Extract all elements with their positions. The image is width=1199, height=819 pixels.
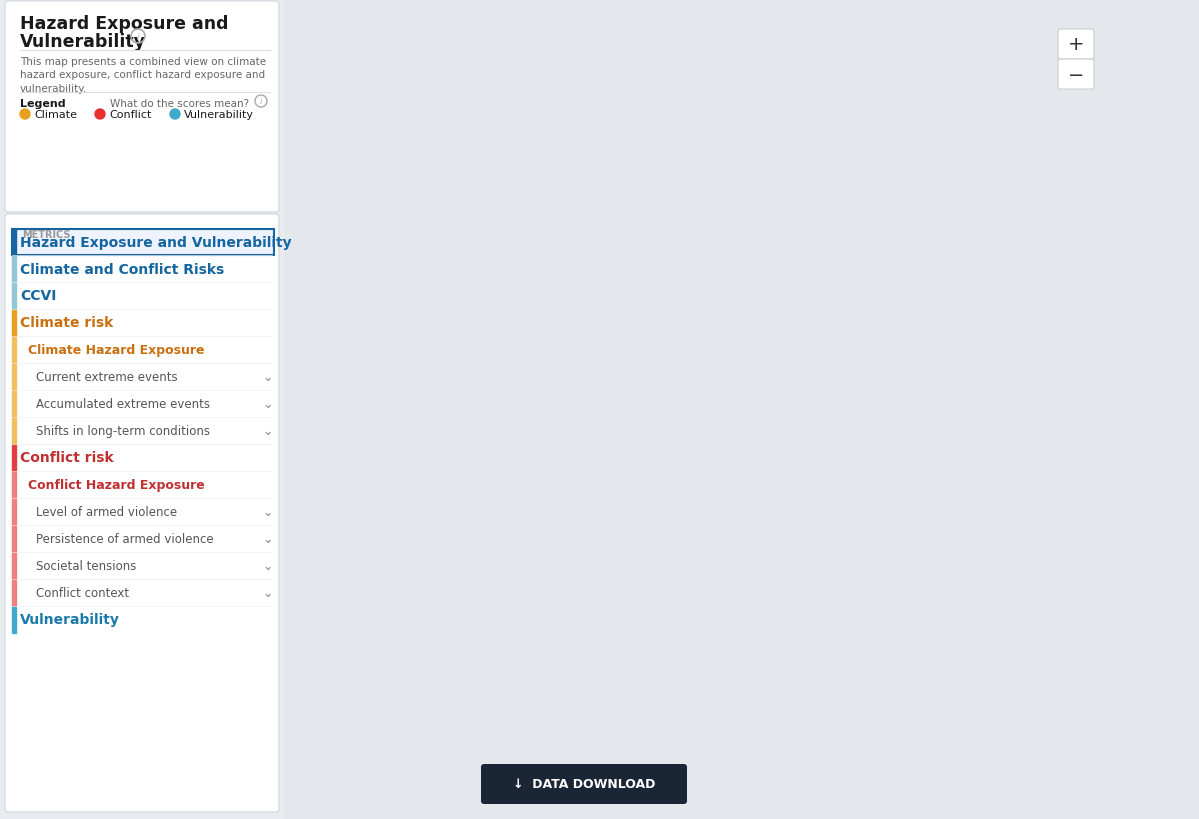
Text: Climate risk: Climate risk bbox=[20, 316, 113, 330]
Text: Shifts in long-term conditions: Shifts in long-term conditions bbox=[36, 424, 210, 437]
Text: i: i bbox=[137, 33, 139, 42]
Text: This map presents a combined view on climate: This map presents a combined view on cli… bbox=[20, 57, 266, 67]
FancyBboxPatch shape bbox=[5, 2, 279, 213]
Text: Climate and Conflict Risks: Climate and Conflict Risks bbox=[20, 262, 224, 276]
Circle shape bbox=[170, 110, 180, 120]
Bar bbox=[12, 473, 16, 499]
FancyBboxPatch shape bbox=[1058, 30, 1093, 60]
Text: ↓  DATA DOWNLOAD: ↓ DATA DOWNLOAD bbox=[513, 777, 655, 790]
Text: ⌄: ⌄ bbox=[263, 370, 273, 383]
Bar bbox=[12, 364, 16, 391]
Text: ⌄: ⌄ bbox=[263, 424, 273, 437]
FancyBboxPatch shape bbox=[12, 229, 275, 256]
Text: Level of armed violence: Level of armed violence bbox=[36, 505, 177, 518]
Text: i: i bbox=[260, 97, 263, 106]
Bar bbox=[12, 500, 16, 525]
Bar bbox=[12, 446, 16, 472]
FancyBboxPatch shape bbox=[5, 215, 279, 812]
Text: ⌄: ⌄ bbox=[263, 532, 273, 545]
Text: +: + bbox=[1068, 35, 1084, 54]
Text: Vulnerability: Vulnerability bbox=[183, 110, 254, 120]
Text: Vulnerability: Vulnerability bbox=[20, 613, 120, 627]
Bar bbox=[12, 256, 16, 283]
Text: Societal tensions: Societal tensions bbox=[36, 559, 137, 572]
Text: Climate: Climate bbox=[34, 110, 77, 120]
Bar bbox=[12, 419, 16, 445]
FancyBboxPatch shape bbox=[481, 764, 687, 804]
Text: Hazard Exposure and: Hazard Exposure and bbox=[20, 15, 229, 33]
Text: Current extreme events: Current extreme events bbox=[36, 370, 177, 383]
Text: Vulnerability: Vulnerability bbox=[20, 33, 146, 51]
FancyBboxPatch shape bbox=[1058, 60, 1093, 90]
Circle shape bbox=[20, 110, 30, 120]
Text: Conflict Hazard Exposure: Conflict Hazard Exposure bbox=[28, 478, 205, 491]
Text: What do the scores mean?: What do the scores mean? bbox=[110, 99, 249, 109]
Text: ⌄: ⌄ bbox=[263, 559, 273, 572]
Text: CCVI: CCVI bbox=[20, 289, 56, 303]
Text: ⌄: ⌄ bbox=[263, 586, 273, 600]
Text: Persistence of armed violence: Persistence of armed violence bbox=[36, 532, 213, 545]
Bar bbox=[12, 554, 16, 579]
Bar bbox=[12, 310, 16, 337]
Text: Conflict risk: Conflict risk bbox=[20, 451, 114, 465]
Bar bbox=[12, 283, 16, 310]
Text: Climate Hazard Exposure: Climate Hazard Exposure bbox=[28, 344, 205, 356]
Bar bbox=[12, 607, 16, 633]
Bar bbox=[12, 581, 16, 606]
Text: Conflict: Conflict bbox=[109, 110, 151, 120]
Bar bbox=[12, 391, 16, 418]
Text: Hazard Exposure and Vulnerability: Hazard Exposure and Vulnerability bbox=[20, 235, 291, 249]
Text: Legend: Legend bbox=[20, 99, 66, 109]
Text: ⌄: ⌄ bbox=[263, 397, 273, 410]
Text: vulnerability.: vulnerability. bbox=[20, 84, 88, 94]
Text: METRICS: METRICS bbox=[22, 229, 71, 240]
Text: Conflict context: Conflict context bbox=[36, 586, 129, 600]
Circle shape bbox=[95, 110, 106, 120]
Text: hazard exposure, conflict hazard exposure and: hazard exposure, conflict hazard exposur… bbox=[20, 70, 265, 80]
Text: −: − bbox=[1068, 66, 1084, 84]
Text: Accumulated extreme events: Accumulated extreme events bbox=[36, 397, 210, 410]
Text: ⌄: ⌄ bbox=[263, 505, 273, 518]
Bar bbox=[12, 337, 16, 364]
Bar bbox=[12, 229, 16, 256]
Bar bbox=[12, 527, 16, 552]
Bar bbox=[283, 0, 1199, 819]
Bar bbox=[0, 0, 283, 819]
